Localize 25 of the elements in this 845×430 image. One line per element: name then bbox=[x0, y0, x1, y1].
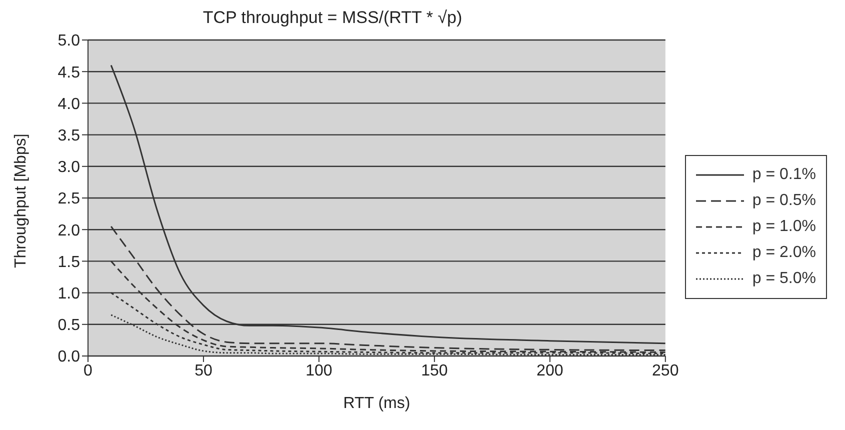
chart-title: TCP throughput = MSS/(RTT * √p) bbox=[202, 8, 464, 29]
y-tick-label: 5.0 bbox=[58, 32, 80, 50]
y-tick-label: 2.5 bbox=[58, 190, 80, 208]
y-axis-title: Throughput [Mbps] bbox=[12, 134, 30, 268]
y-tick-label: 2.0 bbox=[58, 222, 80, 240]
y-tick-label: 1.5 bbox=[58, 254, 80, 271]
y-tick-label: 0.5 bbox=[58, 317, 80, 334]
x-tick-label: 50 bbox=[194, 362, 212, 380]
legend-label: p = 5.0% bbox=[752, 270, 816, 288]
y-tick-label: 1.0 bbox=[58, 285, 80, 302]
legend-label: p = 2.0% bbox=[752, 244, 816, 262]
y-tick-label: 3.5 bbox=[58, 127, 80, 144]
x-tick-label: 0 bbox=[84, 362, 93, 380]
y-tick-label: 4.0 bbox=[58, 96, 80, 113]
legend-label: p = 0.1% bbox=[752, 166, 816, 184]
legend-label: p = 1.0% bbox=[752, 218, 816, 236]
x-tick-label: 150 bbox=[421, 362, 448, 380]
y-tick-label: 0.0 bbox=[58, 348, 80, 366]
x-tick-label: 250 bbox=[652, 362, 679, 380]
legend-label: p = 0.5% bbox=[752, 192, 816, 210]
x-tick-label: 100 bbox=[306, 362, 332, 380]
x-axis-title: RTT (ms) bbox=[343, 395, 410, 412]
y-tick-label: 3.0 bbox=[58, 159, 80, 176]
y-tick-label: 4.5 bbox=[58, 64, 80, 82]
x-tick-label: 200 bbox=[536, 362, 564, 380]
